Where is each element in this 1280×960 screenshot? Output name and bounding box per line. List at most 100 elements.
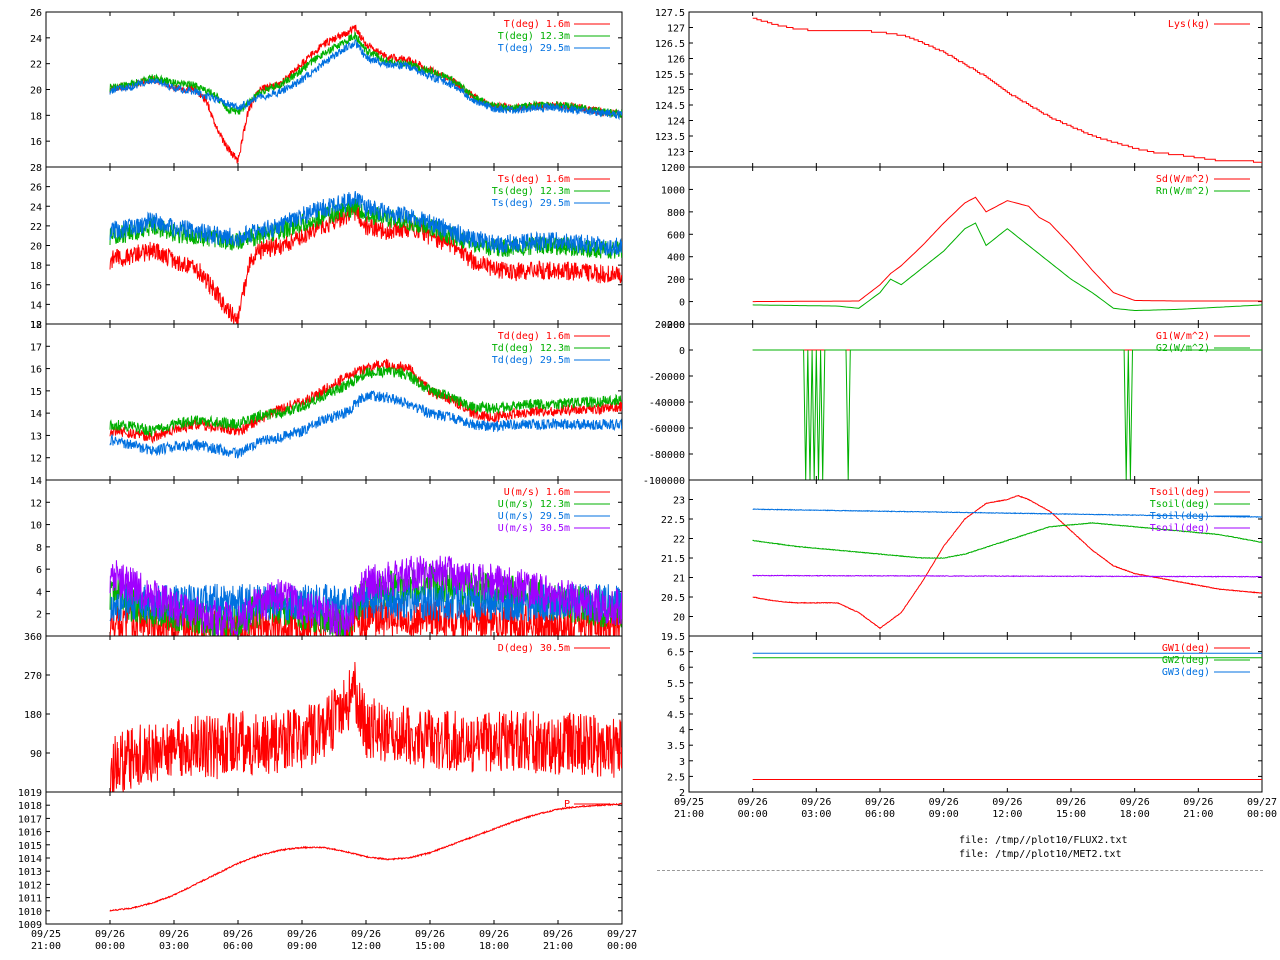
x-tick-time-left-7: 18:00 [479, 941, 509, 952]
legend-label-sonic-1: Ts(deg) 12.3m [492, 186, 570, 197]
y-tick-label-dir-2: 270 [24, 671, 42, 682]
series-line-soil-0 [752, 494, 1262, 630]
x-tick-date-right-1: 09/26 [738, 797, 768, 808]
y-tick-label-temp-1: 18 [30, 111, 42, 122]
x-tick-date-right-4: 09/26 [929, 797, 959, 808]
y-tick-label-sonic-7: 26 [30, 183, 42, 194]
y-tick-label-ground-2: -60000 [649, 424, 685, 435]
y-tick-label-dew-3: 15 [30, 387, 42, 398]
x-tick-date-right-0: 09/25 [674, 797, 704, 808]
y-tick-label-rad-1: 0 [679, 298, 685, 309]
x-tick-date-left-1: 09/26 [95, 929, 125, 940]
y-tick-label-dew-1: 13 [30, 431, 42, 442]
y-tick-label-rad-0: -200 [661, 320, 685, 331]
y-tick-label-soil-4: 21.5 [661, 554, 685, 565]
x-tick-time-left-1: 00:00 [95, 941, 125, 952]
x-tick-time-left-3: 06:00 [223, 941, 253, 952]
y-tick-label-soil-1: 20 [673, 613, 685, 624]
y-tick-label-pressure-6: 1015 [18, 841, 42, 852]
x-tick-date-left-9: 09/27 [607, 929, 637, 940]
y-tick-label-pressure-10: 1019 [18, 788, 42, 799]
x-tick-date-left-0: 09/25 [31, 929, 61, 940]
legend-label-soil-1: Tsoil(deg) [1150, 499, 1210, 510]
y-tick-label-gw-1: 2.5 [667, 772, 685, 783]
x-tick-time-left-5: 12:00 [351, 941, 381, 952]
y-tick-label-ground-5: 0 [679, 346, 685, 357]
legend-label-temp-1: T(deg) 12.3m [498, 31, 570, 42]
y-tick-label-sonic-2: 16 [30, 281, 42, 292]
y-tick-label-ground-0: -100000 [643, 476, 685, 487]
series-line-soil-3 [752, 574, 1262, 578]
y-tick-label-soil-7: 23 [673, 496, 685, 507]
y-tick-label-wind-6: 14 [30, 476, 42, 487]
x-tick-date-right-7: 09/26 [1120, 797, 1150, 808]
series-line-temp-1 [109, 31, 622, 118]
x-tick-time-right-5: 12:00 [992, 809, 1022, 820]
y-tick-label-temp-5: 26 [30, 8, 42, 19]
y-tick-label-pressure-5: 1014 [18, 854, 42, 865]
y-tick-label-sonic-1: 14 [30, 300, 42, 311]
legend-label-ground-1: G2(W/m^2) [1156, 343, 1210, 354]
x-tick-time-left-6: 15:00 [415, 941, 445, 952]
y-tick-label-lys-2: 124 [667, 117, 685, 128]
legend-label-rad-0: Sd(W/m^2) [1156, 174, 1210, 185]
series-line-soil-1 [752, 522, 1262, 559]
y-tick-label-sonic-3: 18 [30, 261, 42, 272]
x-tick-time-right-4: 09:00 [929, 809, 959, 820]
series-line-soil-2 [752, 508, 1262, 518]
y-tick-label-dir-1: 180 [24, 710, 42, 721]
y-tick-label-gw-4: 4 [679, 726, 685, 737]
legend-label-dew-0: Td(deg) 1.6m [498, 331, 570, 342]
x-tick-date-left-5: 09/26 [351, 929, 381, 940]
y-tick-label-dir-0: 90 [30, 749, 42, 760]
x-tick-time-left-0: 21:00 [31, 941, 61, 952]
legend-label-lys-0: Lys(kg) [1168, 19, 1210, 30]
legend-label-gw-2: GW3(deg) [1162, 667, 1210, 678]
y-tick-label-dew-2: 14 [30, 409, 42, 420]
x-tick-time-left-9: 00:00 [607, 941, 637, 952]
y-tick-label-wind-0: 2 [36, 610, 42, 621]
legend-label-wind-2: U(m/s) 29.5m [498, 511, 570, 522]
y-tick-label-rad-4: 600 [667, 230, 685, 241]
y-tick-label-gw-7: 5.5 [667, 679, 685, 690]
x-tick-date-left-8: 09/26 [543, 929, 573, 940]
y-tick-label-wind-4: 10 [30, 521, 42, 532]
x-tick-time-right-3: 06:00 [865, 809, 895, 820]
series-line-ground-1 [752, 349, 1262, 480]
y-tick-label-soil-0: 19.5 [661, 632, 685, 643]
y-tick-label-soil-5: 22 [673, 535, 685, 546]
x-tick-date-left-7: 09/26 [479, 929, 509, 940]
y-tick-label-soil-6: 22.5 [661, 515, 685, 526]
legend-label-wind-3: U(m/s) 30.5m [498, 523, 570, 534]
y-tick-label-rad-7: 1200 [661, 163, 685, 174]
legend-label-sonic-2: Ts(deg) 29.5m [492, 198, 570, 209]
y-tick-label-ground-4: -20000 [649, 372, 685, 383]
x-tick-time-left-2: 03:00 [159, 941, 189, 952]
y-tick-label-pressure-3: 1012 [18, 880, 42, 891]
y-tick-label-sonic-6: 24 [30, 202, 42, 213]
y-tick-label-dew-0: 12 [30, 454, 42, 465]
legend-label-gw-1: GW2(deg) [1162, 655, 1210, 666]
series-line-dir-0 [109, 661, 622, 792]
series-line-rad-0 [752, 196, 1262, 303]
legend-label-dew-1: Td(deg) 12.3m [492, 343, 570, 354]
y-tick-label-gw-0: 2 [679, 788, 685, 799]
series-line-wind-3 [109, 555, 622, 636]
x-tick-time-right-7: 18:00 [1120, 809, 1150, 820]
x-tick-date-right-9: 09/27 [1247, 797, 1277, 808]
x-tick-date-left-6: 09/26 [415, 929, 445, 940]
y-tick-label-dew-5: 17 [30, 342, 42, 353]
y-tick-label-lys-1: 123.5 [655, 132, 685, 143]
x-tick-time-right-0: 21:00 [674, 809, 704, 820]
y-tick-label-lys-4: 125 [667, 86, 685, 97]
y-tick-label-ground-1: -80000 [649, 450, 685, 461]
legend-label-temp-2: T(deg) 29.5m [498, 43, 570, 54]
y-tick-label-pressure-2: 1011 [18, 894, 42, 905]
y-tick-label-temp-3: 22 [30, 60, 42, 71]
y-tick-label-gw-8: 6 [679, 663, 685, 674]
y-tick-label-wind-5: 12 [30, 498, 42, 509]
y-tick-label-pressure-7: 1016 [18, 828, 42, 839]
x-tick-date-left-2: 09/26 [159, 929, 189, 940]
legend-label-dew-2: Td(deg) 29.5m [492, 355, 570, 366]
y-tick-label-gw-6: 5 [679, 694, 685, 705]
